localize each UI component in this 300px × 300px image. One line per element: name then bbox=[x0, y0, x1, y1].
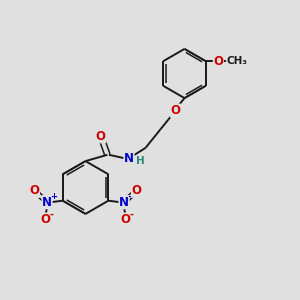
Text: -: - bbox=[50, 210, 53, 220]
Text: O: O bbox=[96, 130, 106, 143]
Text: N: N bbox=[119, 196, 129, 209]
Text: O: O bbox=[170, 104, 181, 117]
Text: O: O bbox=[121, 213, 130, 226]
Text: +: + bbox=[50, 192, 57, 201]
Text: O: O bbox=[132, 184, 142, 197]
Text: H: H bbox=[136, 156, 145, 166]
Text: -: - bbox=[130, 210, 134, 220]
Text: N: N bbox=[124, 152, 134, 165]
Text: N: N bbox=[42, 196, 52, 209]
Text: +: + bbox=[127, 192, 134, 201]
Text: O: O bbox=[40, 213, 50, 226]
Text: CH₃: CH₃ bbox=[226, 56, 248, 66]
Text: O: O bbox=[213, 55, 224, 68]
Text: O: O bbox=[29, 184, 39, 197]
